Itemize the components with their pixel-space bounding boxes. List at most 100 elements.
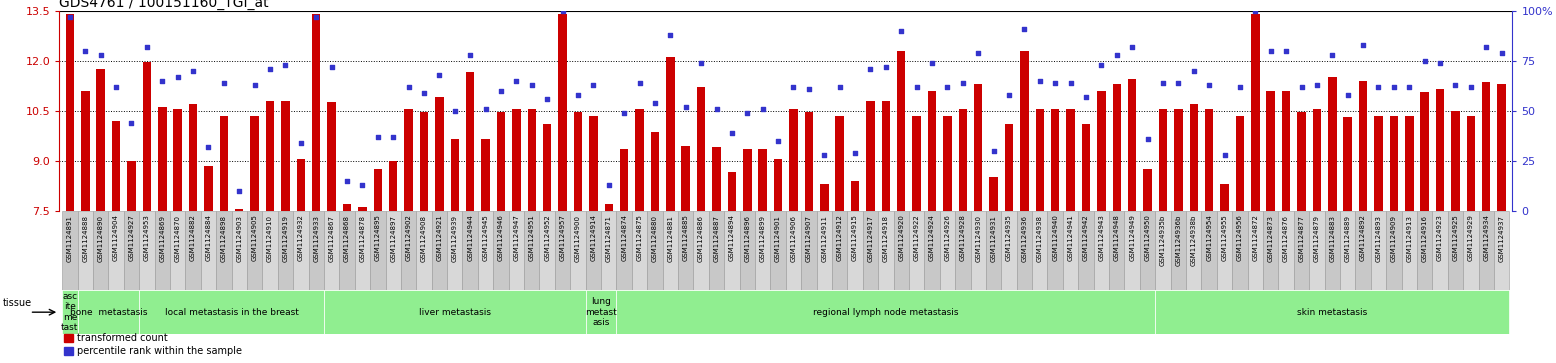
Point	[935, 84, 960, 90]
Bar	[1097, 91, 1106, 211]
Bar	[786, 211, 801, 290]
Bar	[1220, 184, 1229, 211]
Point	[1105, 52, 1130, 58]
Bar	[138, 290, 324, 334]
Bar	[451, 139, 459, 211]
Bar	[327, 102, 336, 211]
Text: GSM1124907: GSM1124907	[806, 215, 812, 261]
Point	[1243, 8, 1268, 14]
Text: GSM1124880: GSM1124880	[652, 215, 658, 261]
Text: GDS4761 / 100151160_TGI_at: GDS4761 / 100151160_TGI_at	[59, 0, 269, 10]
Bar	[1016, 211, 1032, 290]
Text: GSM1124940: GSM1124940	[1052, 215, 1058, 261]
Point	[335, 178, 359, 183]
Point	[1074, 94, 1099, 99]
Text: GSM1124920: GSM1124920	[898, 215, 904, 261]
Bar	[632, 211, 647, 290]
Point	[258, 66, 283, 72]
Bar	[909, 211, 924, 290]
Text: GSM1124938: GSM1124938	[1036, 215, 1043, 261]
Bar	[1047, 211, 1063, 290]
Point	[1474, 44, 1498, 50]
Bar	[867, 101, 874, 211]
Bar	[650, 132, 660, 211]
Bar	[1463, 211, 1478, 290]
Bar	[1144, 169, 1151, 211]
Point	[996, 92, 1021, 98]
Text: GSM1124937: GSM1124937	[1498, 215, 1505, 261]
Bar	[324, 211, 339, 290]
Text: GSM1124896: GSM1124896	[744, 215, 750, 261]
Text: bone  metastasis: bone metastasis	[70, 308, 148, 317]
Point	[1058, 80, 1083, 86]
Bar	[401, 211, 417, 290]
Text: GSM1124915: GSM1124915	[853, 215, 857, 261]
Bar	[1081, 124, 1091, 211]
Point	[565, 92, 590, 98]
Point	[1288, 84, 1313, 90]
Text: GSM1124889: GSM1124889	[1344, 215, 1351, 261]
Point	[580, 82, 605, 87]
Point	[888, 28, 913, 34]
Text: GSM1124888: GSM1124888	[82, 215, 89, 261]
Bar	[1267, 91, 1274, 211]
Text: GSM1124953: GSM1124953	[143, 215, 149, 261]
Bar	[78, 290, 138, 334]
Bar	[1170, 211, 1186, 290]
Bar	[201, 211, 216, 290]
Point	[319, 64, 344, 70]
Point	[120, 120, 145, 126]
Point	[551, 8, 576, 14]
Bar	[188, 104, 198, 211]
Text: GSM1124936: GSM1124936	[1021, 215, 1027, 261]
Bar	[277, 211, 293, 290]
Text: GSM1124942: GSM1124942	[1083, 215, 1089, 261]
Bar	[616, 290, 1155, 334]
Bar	[1298, 113, 1305, 211]
Bar	[420, 113, 428, 211]
Point	[873, 64, 898, 70]
Bar	[1189, 104, 1198, 211]
Text: GSM1124878: GSM1124878	[359, 215, 366, 261]
Bar	[694, 211, 710, 290]
Bar	[1248, 211, 1263, 290]
Bar	[1263, 211, 1279, 290]
Point	[719, 130, 744, 135]
Text: GSM1124876: GSM1124876	[1284, 215, 1288, 261]
Text: GSM1124903: GSM1124903	[237, 215, 243, 261]
Point	[350, 182, 375, 187]
Bar	[1295, 211, 1309, 290]
Bar	[635, 109, 644, 211]
Point	[904, 84, 929, 90]
Point	[766, 138, 790, 143]
Text: tissue: tissue	[3, 298, 33, 309]
Text: GSM1124904: GSM1124904	[114, 215, 120, 261]
Text: GSM1124957: GSM1124957	[560, 215, 565, 261]
Text: GSM1124884: GSM1124884	[205, 215, 212, 261]
Bar	[1405, 116, 1413, 211]
Bar	[373, 169, 383, 211]
Point	[828, 84, 853, 90]
Point	[288, 140, 313, 146]
Text: GSM1124923: GSM1124923	[1438, 215, 1442, 261]
Bar	[1433, 211, 1447, 290]
Bar	[616, 211, 632, 290]
Text: GSM1124875: GSM1124875	[636, 215, 643, 261]
Point	[1259, 48, 1284, 54]
Point	[489, 88, 513, 94]
Bar	[585, 290, 616, 334]
Bar	[355, 211, 370, 290]
Bar	[465, 73, 475, 211]
Point	[212, 80, 237, 86]
Bar	[512, 109, 521, 211]
Bar	[540, 211, 555, 290]
Text: GSM1124939: GSM1124939	[451, 215, 457, 261]
Bar	[713, 147, 720, 211]
Bar	[235, 209, 243, 211]
Bar	[1358, 81, 1368, 211]
Bar	[1481, 82, 1491, 211]
Text: GSM1124899: GSM1124899	[759, 215, 766, 261]
Point	[442, 108, 467, 114]
Bar	[1113, 84, 1120, 211]
Bar	[358, 207, 367, 211]
